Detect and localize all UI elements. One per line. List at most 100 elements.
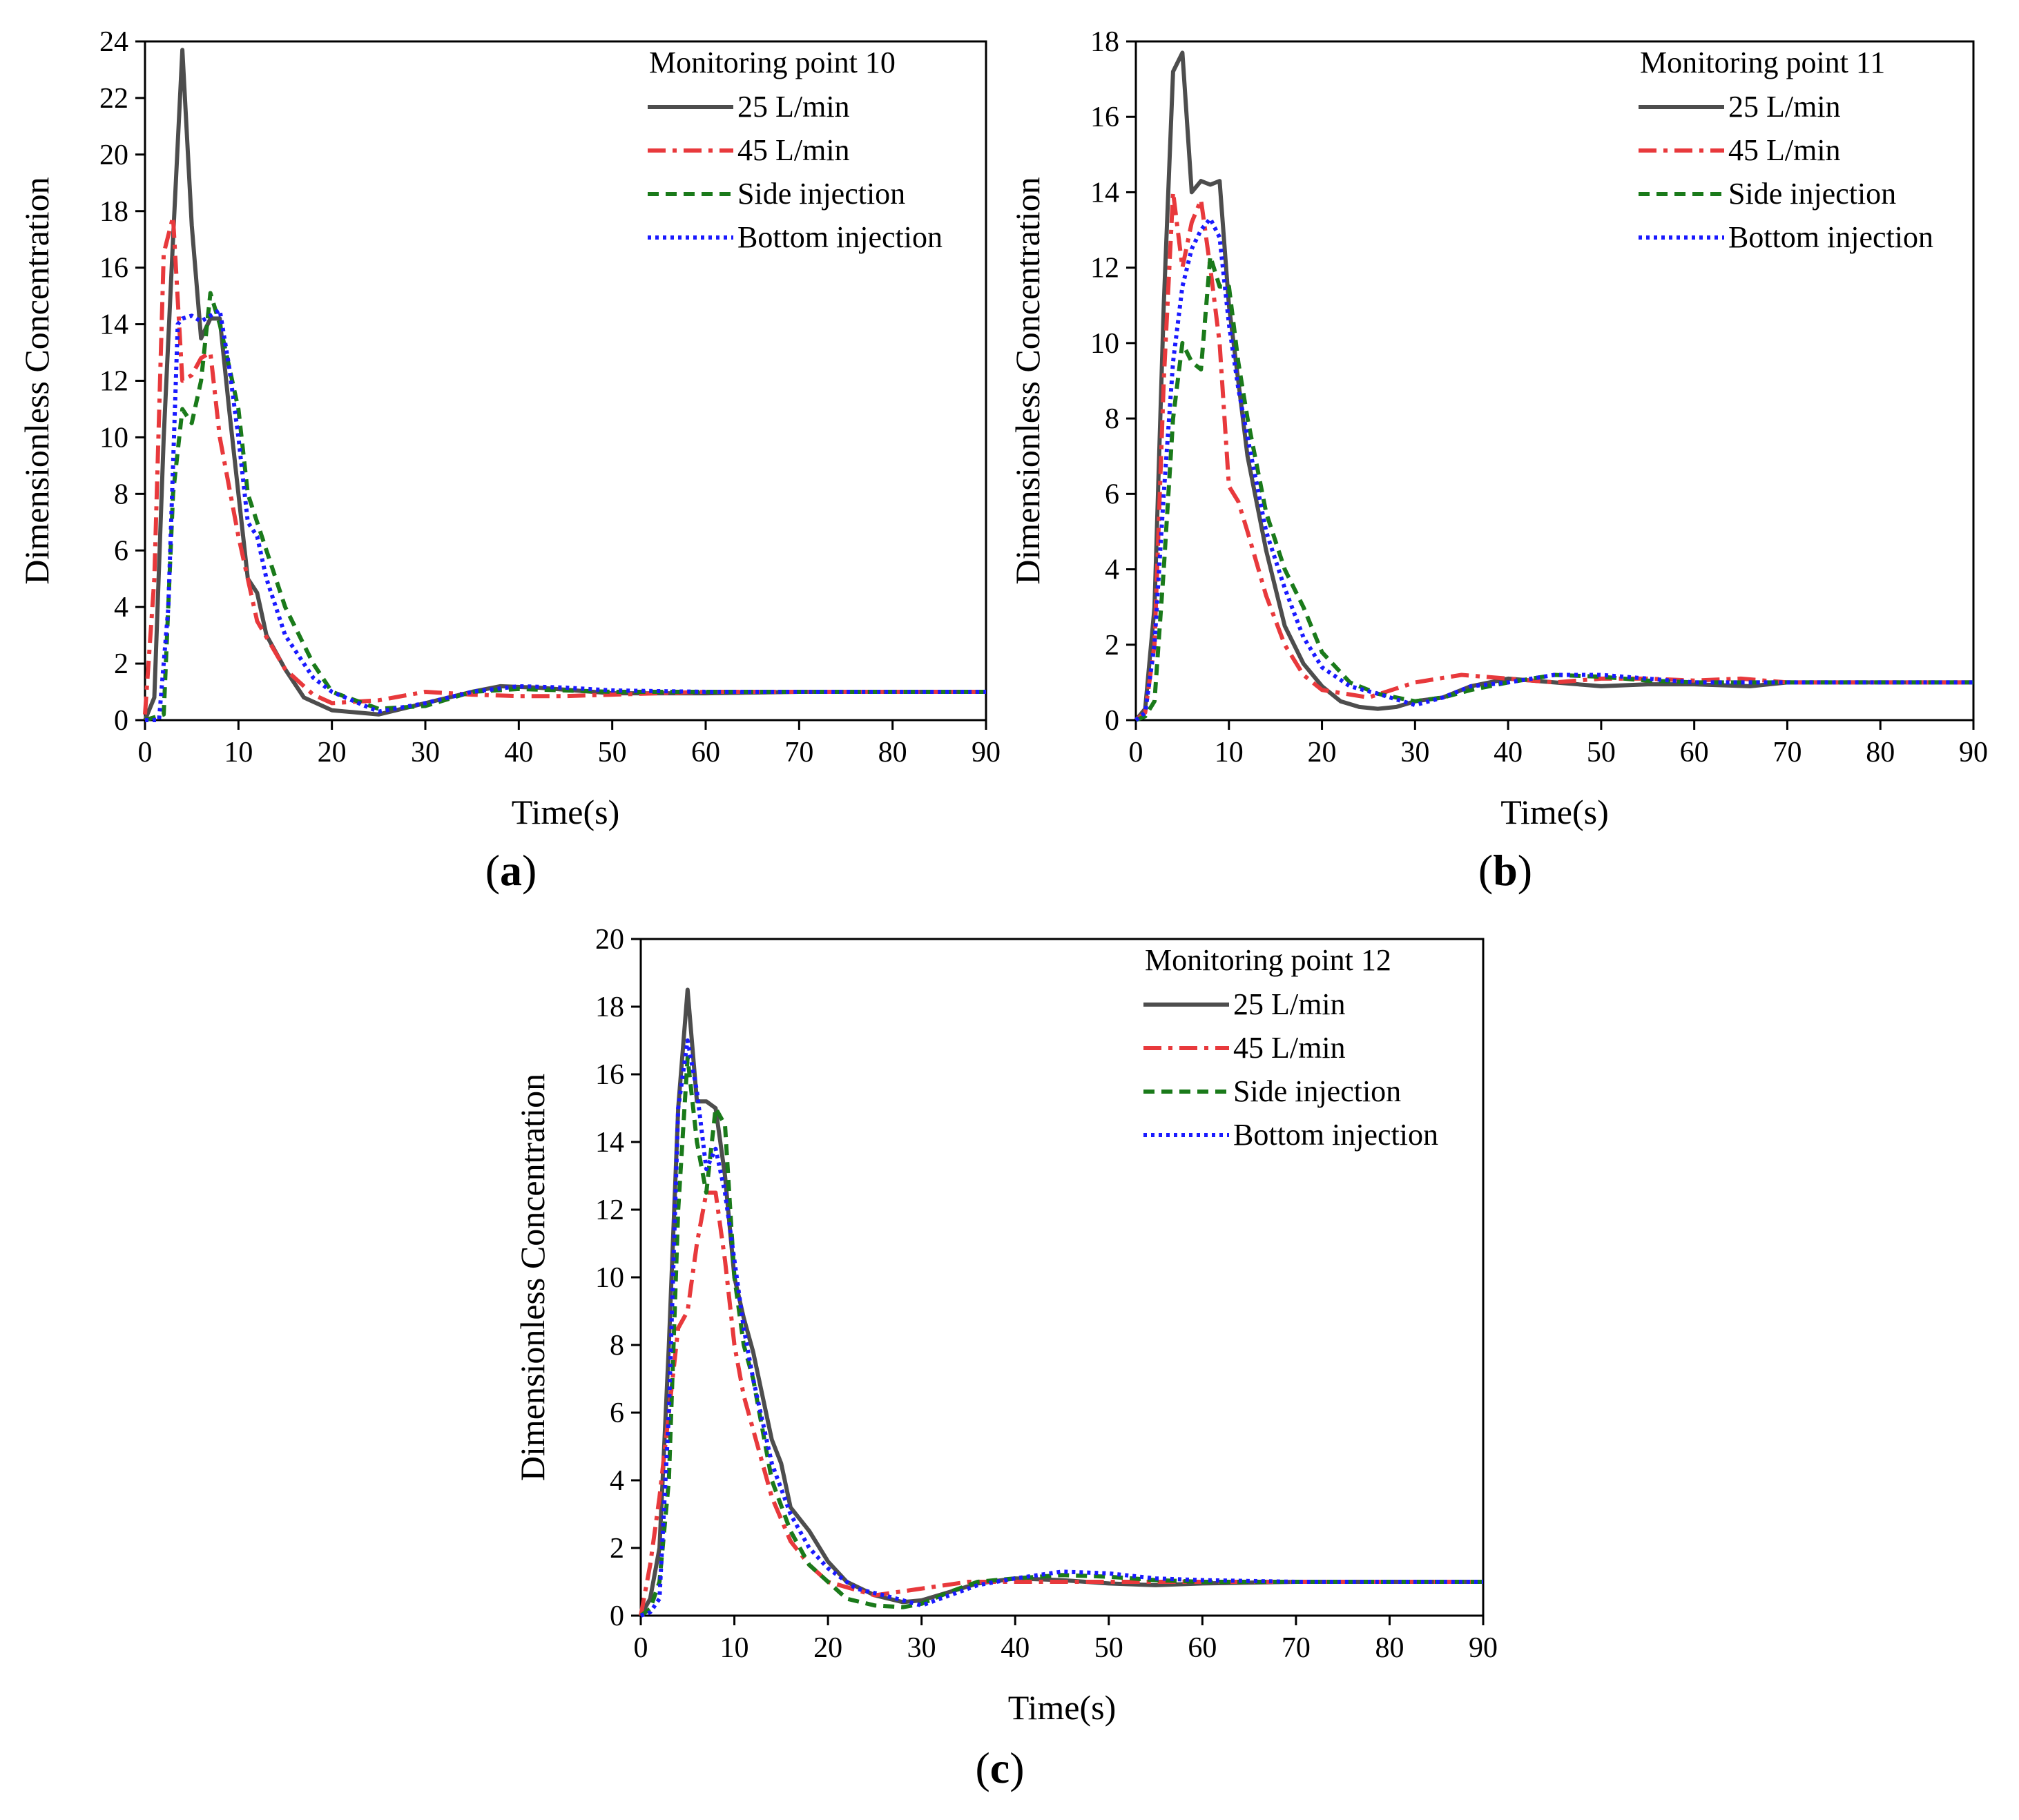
y-tick-label: 18 — [595, 991, 624, 1023]
y-tick-label: 12 — [1090, 253, 1119, 284]
x-tick-label: 20 — [1308, 737, 1337, 768]
series-line-45-l-min — [1134, 190, 1973, 722]
y-tick-label: 12 — [595, 1194, 624, 1226]
x-tick-label: 60 — [691, 737, 720, 768]
y-tick-label: 2 — [1105, 630, 1119, 661]
legend-label: Bottom injection — [1233, 1118, 1438, 1152]
x-tick-label: 50 — [1587, 737, 1616, 768]
legend-label: 45 L/min — [1728, 133, 1841, 167]
x-tick-label: 0 — [138, 737, 153, 768]
legend-label: 25 L/min — [1728, 90, 1841, 124]
x-tick-label: 80 — [1866, 737, 1895, 768]
chart-panel-b: 0 10 20 30 40 50 60 70 80 90 0 2 4 6 8 10 12 14 16 18 Time(s… — [1008, 26, 1988, 895]
x-tick-label: 80 — [878, 737, 907, 768]
y-tick-label: 14 — [99, 309, 128, 341]
legend-label: 45 L/min — [1233, 1031, 1346, 1065]
y-tick-label: 4 — [114, 592, 128, 623]
legend-label: 45 L/min — [737, 133, 850, 167]
x-tick-label: 50 — [598, 737, 627, 768]
y-axis-title: Dimensionless Concentration — [513, 1074, 552, 1481]
y-tick-label: 8 — [114, 478, 128, 510]
x-tick-label: 30 — [907, 1632, 936, 1664]
x-tick-label: 10 — [224, 737, 253, 768]
y-tick-label: 8 — [610, 1330, 624, 1362]
series-line-25-l-min — [143, 48, 986, 722]
y-tick-label: 4 — [610, 1465, 624, 1497]
x-axis-title: Time(s) — [512, 793, 620, 831]
x-tick-label: 90 — [972, 737, 1001, 768]
x-tick-label: 70 — [1282, 1632, 1311, 1664]
legend-label: Side injection — [1728, 177, 1896, 211]
y-tick-label: 22 — [99, 83, 128, 115]
series-line-25-l-min — [1134, 50, 1973, 722]
x-tick-label: 0 — [1129, 737, 1143, 768]
series-line-bottom-injection — [1134, 216, 1973, 722]
y-tick-label: 10 — [1090, 328, 1119, 360]
x-tick-label: 90 — [1959, 737, 1988, 768]
x-tick-label: 70 — [1772, 737, 1801, 768]
y-tick-label: 20 — [595, 924, 624, 956]
y-tick-label: 10 — [99, 422, 128, 454]
panel-label: (b) — [1478, 846, 1532, 895]
y-tick-label: 18 — [99, 196, 128, 228]
series-line-side-injection — [1134, 254, 1973, 722]
x-axis-title: Time(s) — [1500, 793, 1609, 831]
x-tick-label: 60 — [1188, 1632, 1217, 1664]
chart-panel-a: 0 10 20 30 40 50 60 70 80 90024681012141618202224… — [17, 26, 1001, 895]
x-tick-label: 70 — [784, 737, 813, 768]
x-tick-label: 80 — [1375, 1632, 1404, 1664]
series-line-bottom-injection — [145, 308, 986, 722]
y-tick-label: 18 — [1090, 26, 1119, 58]
y-tick-label: 0 — [610, 1600, 624, 1632]
plot-frame — [144, 40, 987, 722]
x-tick-label: 30 — [411, 737, 440, 768]
x-tick-label: 10 — [1215, 737, 1244, 768]
x-tick-label: 0 — [634, 1632, 648, 1664]
y-tick-label: 14 — [595, 1127, 624, 1159]
y-tick-label: 2 — [610, 1533, 624, 1565]
x-axis-title: Time(s) — [1008, 1688, 1117, 1727]
y-tick-label: 16 — [595, 1059, 624, 1091]
legend-title: Monitoring point 11 — [1640, 46, 1885, 79]
panel-label: (a) — [485, 846, 537, 895]
plot-frame — [639, 938, 1485, 1617]
x-tick-label: 10 — [720, 1632, 749, 1664]
series-line-45-l-min — [639, 1190, 1483, 1616]
series-line-side-injection — [144, 291, 986, 722]
plot-frame — [1134, 40, 1975, 722]
x-tick-label: 40 — [1001, 1632, 1030, 1664]
legend-label: Bottom injection — [1728, 220, 1933, 254]
y-tick-label: 16 — [99, 253, 128, 284]
series-line-45-l-min — [143, 214, 986, 715]
x-tick-label: 60 — [1680, 737, 1709, 768]
y-tick-label: 0 — [1105, 705, 1119, 737]
y-tick-label: 8 — [1105, 403, 1119, 435]
chart-panel-c: 0 10 20 30 40 50 60 70 80 90 0 2 4 6 8 10 12 14 16 18 20 Time… — [513, 924, 1498, 1792]
legend-label: 25 L/min — [737, 90, 850, 124]
y-tick-label: 14 — [1090, 177, 1119, 209]
y-tick-label: 6 — [1105, 478, 1119, 510]
x-tick-label: 40 — [1494, 737, 1523, 768]
x-tick-label: 50 — [1094, 1632, 1123, 1664]
x-tick-label: 30 — [1400, 737, 1429, 768]
y-tick-label: 6 — [610, 1397, 624, 1429]
x-tick-label: 20 — [813, 1632, 842, 1664]
y-tick-label: 0 — [114, 705, 128, 737]
x-tick-label: 90 — [1469, 1632, 1498, 1664]
x-tick-label: 40 — [504, 737, 533, 768]
legend-label: Side injection — [737, 177, 905, 211]
series-line-side-injection — [639, 1055, 1483, 1618]
y-tick-label: 20 — [99, 139, 128, 171]
legend-label: 25 L/min — [1233, 987, 1346, 1021]
x-tick-label: 20 — [318, 737, 347, 768]
y-tick-label: 10 — [595, 1262, 624, 1294]
legend-title: Monitoring point 10 — [649, 46, 896, 79]
y-tick-label: 6 — [114, 535, 128, 567]
y-tick-label: 24 — [99, 26, 128, 58]
legend-title: Monitoring point 12 — [1145, 943, 1391, 977]
y-tick-label: 12 — [99, 366, 128, 398]
y-tick-label: 2 — [114, 648, 128, 680]
panel-label: (c) — [975, 1743, 1024, 1792]
y-tick-label: 4 — [1105, 554, 1119, 586]
